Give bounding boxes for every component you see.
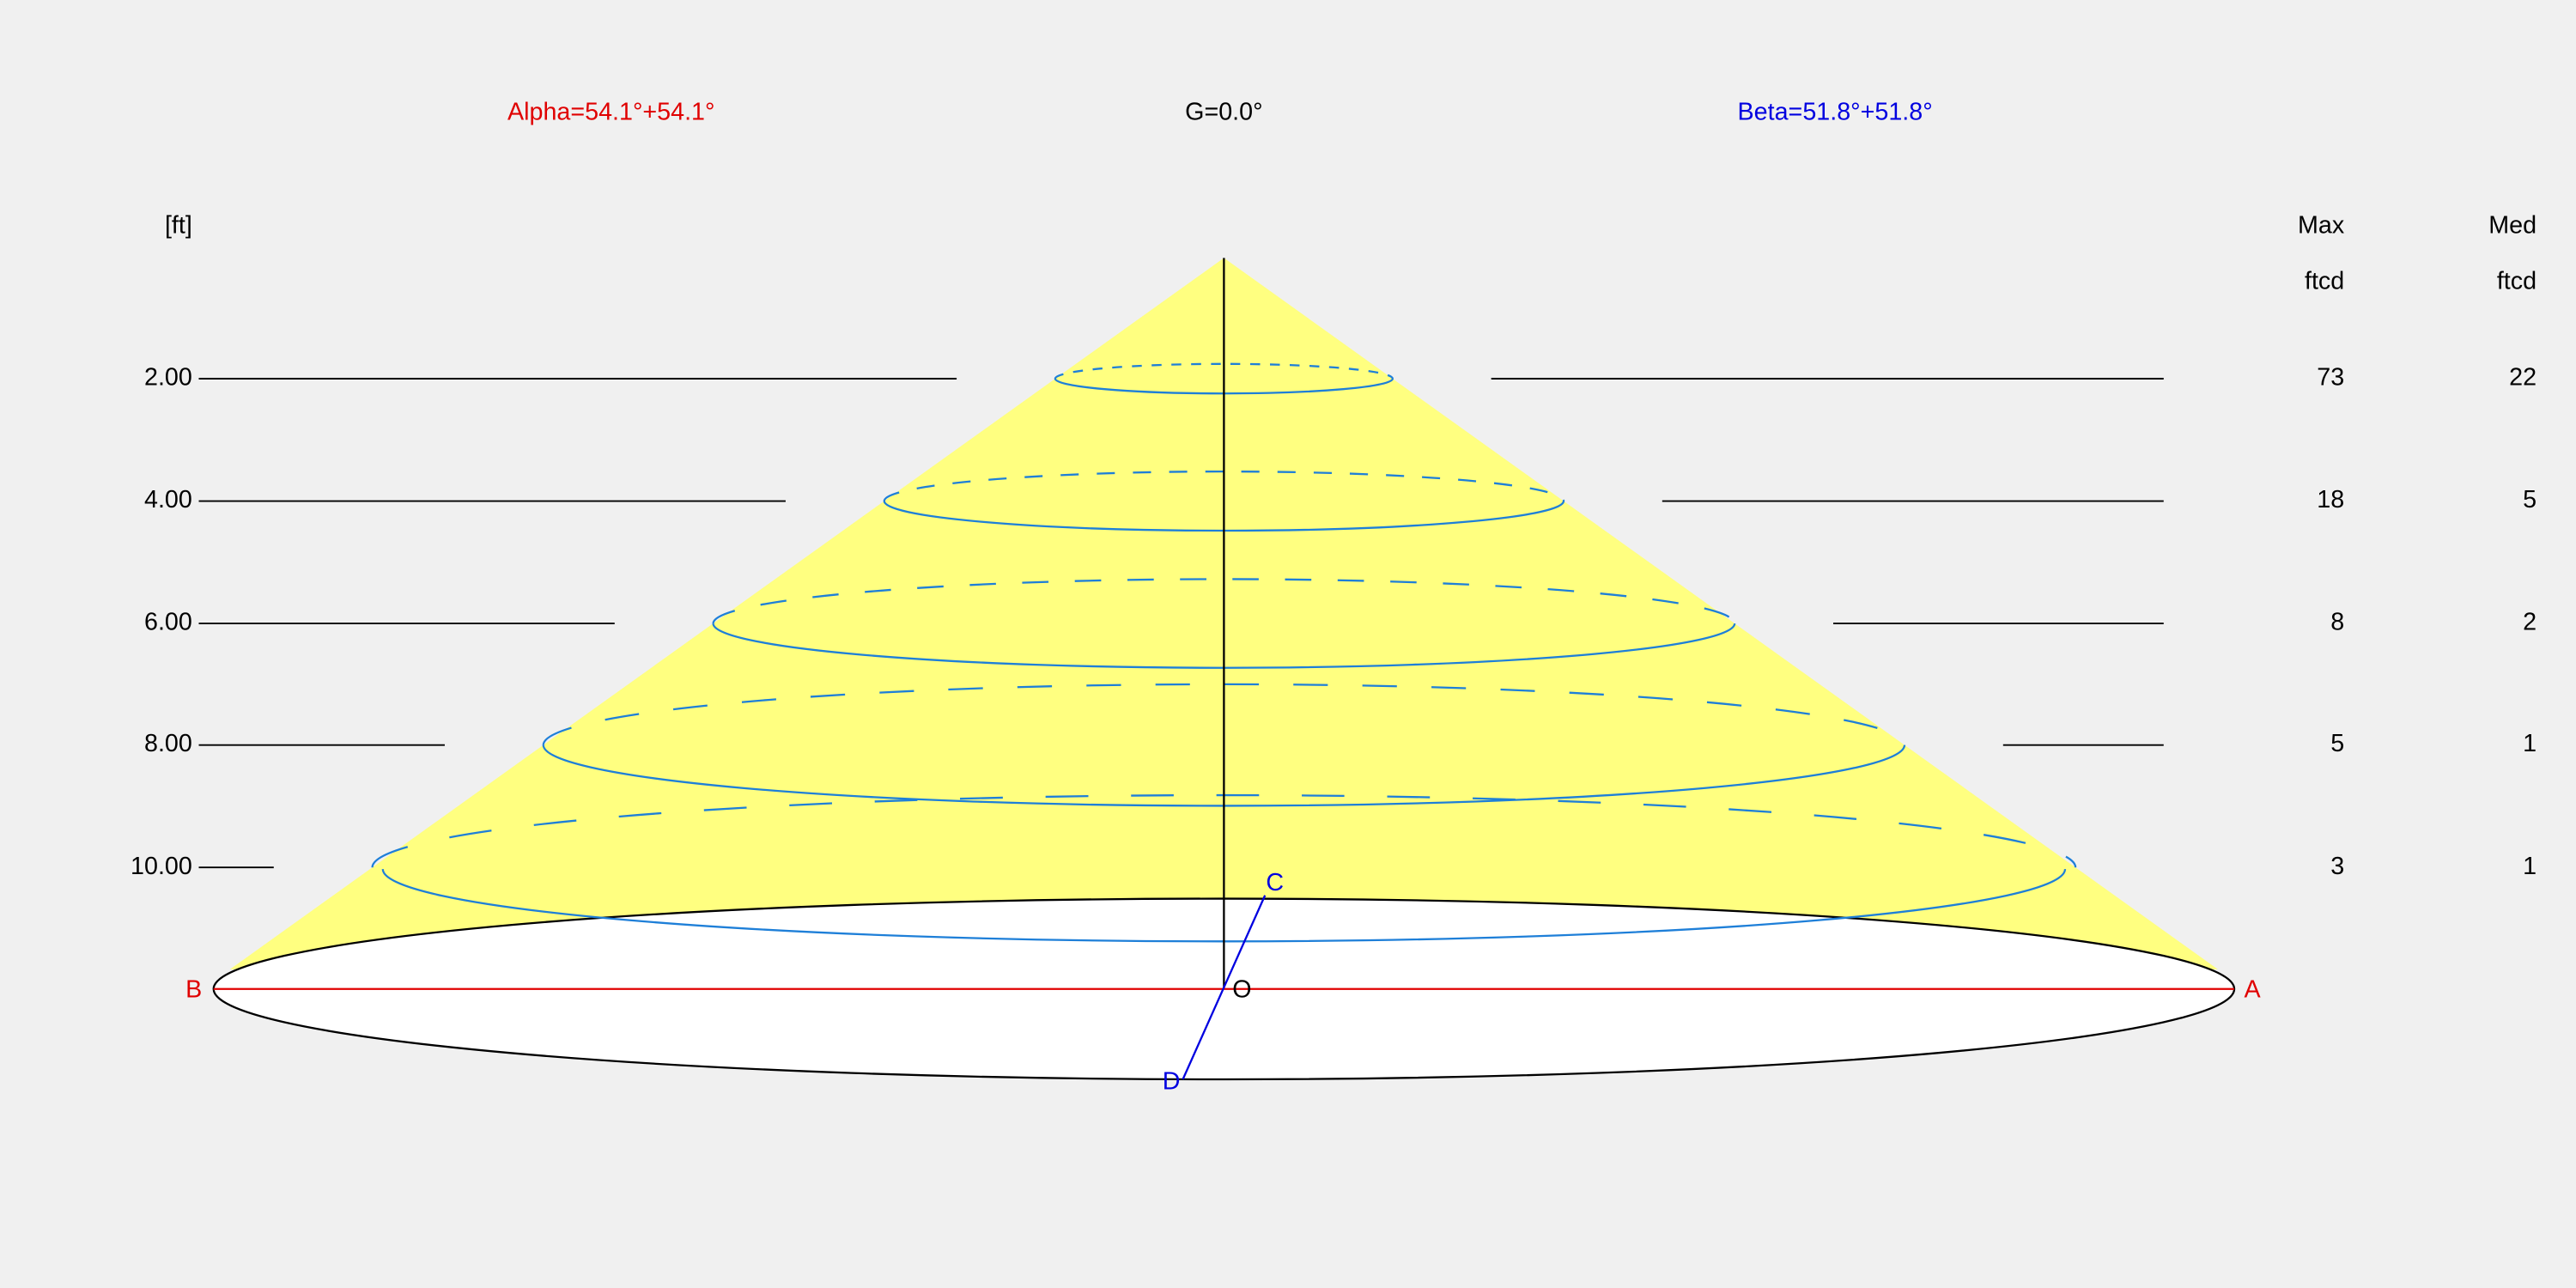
height-label: 2.00 — [144, 364, 192, 392]
max-header: Max — [2298, 212, 2345, 240]
alpha-label: Alpha=54.1°+54.1° — [507, 99, 715, 126]
max-value: 8 — [2330, 609, 2344, 636]
height-label: 8.00 — [144, 730, 192, 757]
rows: 2.00 73 22 4.00 18 5 6.00 8 2 8.00 5 1 10.00 3 1 — [131, 364, 2537, 880]
med-value: 2 — [2523, 609, 2537, 636]
med-value: 22 — [2509, 364, 2537, 392]
beta-line — [1182, 895, 1267, 1080]
point-d: D — [1163, 1067, 1181, 1095]
max-value: 5 — [2330, 730, 2344, 757]
height-label: 10.00 — [131, 853, 192, 880]
gamma-label: G=0.0° — [1185, 99, 1262, 126]
max-value: 3 — [2330, 853, 2344, 880]
max-unit: ftcd — [2305, 268, 2344, 295]
point-o: O — [1232, 975, 1251, 1003]
med-value: 5 — [2523, 486, 2537, 513]
med-header: Med — [2488, 212, 2537, 240]
med-value: 1 — [2523, 853, 2537, 880]
max-value: 73 — [2317, 364, 2344, 392]
contour-back — [1054, 362, 1394, 380]
med-unit: ftcd — [2497, 268, 2537, 295]
point-c: C — [1266, 869, 1284, 896]
point-b: B — [185, 975, 202, 1003]
med-value: 1 — [2523, 730, 2537, 757]
contour-back — [712, 578, 1736, 624]
height-label: 6.00 — [144, 609, 192, 636]
contour-back — [883, 470, 1565, 501]
point-a: A — [2245, 975, 2262, 1003]
beta-label: Beta=51.8°+51.8° — [1738, 99, 1933, 126]
max-value: 18 — [2317, 486, 2344, 513]
contour-back — [542, 683, 1906, 745]
unit-label: [ft] — [165, 212, 192, 240]
height-label: 4.00 — [144, 486, 192, 513]
